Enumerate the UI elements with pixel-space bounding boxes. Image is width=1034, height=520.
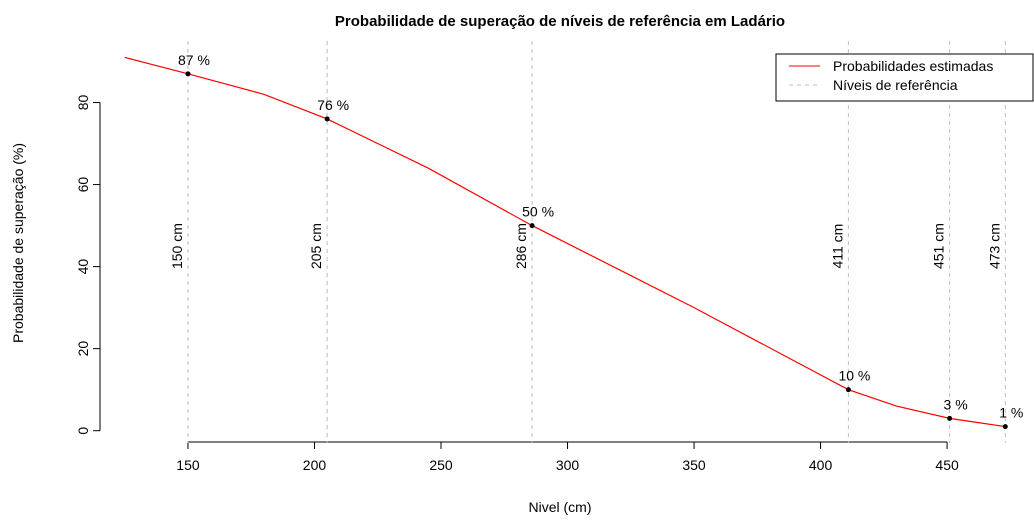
x-tick-label: 400 bbox=[809, 457, 833, 473]
y-tick-label: 60 bbox=[75, 177, 91, 193]
point bbox=[1002, 424, 1008, 430]
data-line bbox=[124, 56, 1006, 428]
y-tick-label: 0 bbox=[75, 427, 91, 435]
reference-label: 473 cm bbox=[986, 223, 1002, 269]
point bbox=[324, 116, 330, 122]
point-label: 3 % bbox=[944, 396, 968, 412]
point-label: 10 % bbox=[838, 368, 870, 384]
point-label: 1 % bbox=[999, 405, 1023, 421]
point bbox=[185, 71, 191, 77]
legend-label: Probabilidades estimadas bbox=[833, 58, 993, 74]
reference-label: 411 cm bbox=[829, 224, 845, 269]
x-axis-label: Nivel (cm) bbox=[529, 499, 592, 515]
point bbox=[529, 223, 535, 229]
point-label: 50 % bbox=[522, 204, 554, 220]
x-tick-label: 250 bbox=[429, 457, 453, 473]
x-tick-label: 350 bbox=[682, 457, 706, 473]
reference-label: 451 cm bbox=[931, 223, 947, 269]
y-tick-label: 80 bbox=[75, 95, 91, 111]
legend-box bbox=[775, 53, 1034, 102]
x-tick-label: 300 bbox=[556, 457, 580, 473]
point bbox=[947, 415, 953, 421]
x-tick-label: 150 bbox=[176, 457, 200, 473]
x-tick-label: 450 bbox=[935, 457, 959, 473]
x-tick-label: 200 bbox=[303, 457, 327, 473]
chart-title: Probabilidade de superação de níveis de … bbox=[335, 13, 785, 30]
point-label: 87 % bbox=[178, 52, 210, 68]
reference-label: 205 cm bbox=[308, 223, 324, 269]
point bbox=[845, 387, 851, 393]
y-tick-label: 40 bbox=[75, 259, 91, 275]
y-tick-label: 20 bbox=[75, 341, 91, 357]
reference-label: 286 cm bbox=[513, 223, 529, 269]
point-label: 76 % bbox=[317, 97, 349, 113]
reference-label: 150 cm bbox=[169, 223, 185, 269]
y-axis-label: Probabilidade de superação (%) bbox=[10, 143, 26, 343]
legend-label: Níveis de referência bbox=[833, 77, 958, 93]
